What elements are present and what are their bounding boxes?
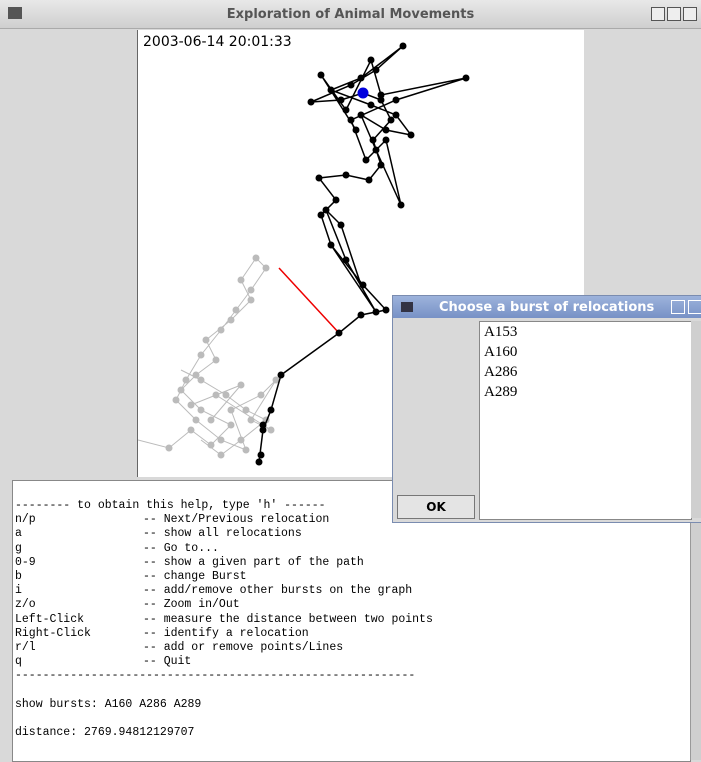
command-description: -- Quit (143, 655, 192, 669)
other-bursts (137, 254, 280, 459)
command-key: Left-Click (15, 612, 85, 626)
command-key: n/p (15, 513, 36, 527)
trajectory-plot (137, 42, 470, 466)
timestamp: 2003-06-14 20:01:33 (143, 34, 292, 50)
ok-button[interactable]: OK (397, 495, 475, 519)
command-key: a (15, 527, 22, 541)
help-text-area: -------- to obtain this help, type 'h' -… (12, 480, 691, 762)
bursts-output: show bursts: A160 A286 A289 (15, 697, 202, 711)
current-burst-points (255, 42, 470, 466)
command-description: -- Next/Previous relocation (143, 513, 330, 527)
command-description: -- identify a relocation (143, 626, 309, 640)
command-key: q (15, 655, 22, 669)
other-burst-points (165, 254, 280, 459)
burst-item[interactable]: A286 (484, 364, 518, 380)
dialog-minimize-button[interactable] (671, 300, 685, 314)
command-description: -- Zoom in/Out (143, 598, 240, 612)
command-description: -- measure the distance between two poin… (143, 612, 433, 626)
dialog-scrollbar[interactable] (691, 321, 701, 518)
dialog-close-button[interactable] (688, 300, 701, 314)
title-bar: Exploration of Animal Movements (0, 0, 701, 29)
window-title: Exploration of Animal Movements (226, 7, 475, 22)
burst-item[interactable]: A289 (484, 384, 518, 400)
dialog-title-bar: Choose a burst of relocations (393, 296, 701, 318)
current-relocation (357, 87, 369, 99)
burst-item[interactable]: A153 (484, 324, 518, 340)
command-description: -- show a given part of the path (143, 555, 364, 569)
burst-list: A153 A160 A286 A289 (479, 321, 692, 520)
command-key: b (15, 570, 22, 583)
maximize-button[interactable] (667, 7, 681, 21)
command-description: -- add/remove other bursts on the graph (143, 584, 413, 598)
dialog-menu-icon[interactable] (401, 302, 413, 312)
dialog-title: Choose a burst of relocations (439, 300, 655, 315)
command-description: -- change Burst (143, 570, 247, 583)
window-menu-icon[interactable] (8, 7, 22, 19)
command-key: i (15, 584, 22, 598)
command-key: g (15, 541, 22, 555)
burst-dialog: Choose a burst of relocations A153 A160 A2… (392, 295, 701, 523)
help-header: -------- to obtain this help, type 'h' -… (15, 499, 326, 512)
minimize-button[interactable] (651, 7, 665, 21)
close-button[interactable] (683, 7, 697, 21)
command-description: -- show all relocations (143, 527, 302, 541)
command-key: z/o (15, 598, 36, 612)
distance-output: distance: 2769.94812129707 (15, 726, 195, 740)
help-footer: ----------------------------------------… (15, 669, 416, 683)
command-key: Right-Click (15, 626, 91, 640)
scrollbar[interactable] (690, 480, 701, 760)
distance-measure-line (278, 267, 340, 334)
command-key: 0-9 (15, 555, 36, 569)
command-key: r/l (15, 641, 36, 654)
burst-item[interactable]: A160 (484, 344, 518, 360)
current-burst (255, 42, 470, 466)
command-description: -- add or remove points/Lines (143, 641, 344, 654)
command-description: -- Go to... (143, 541, 219, 555)
